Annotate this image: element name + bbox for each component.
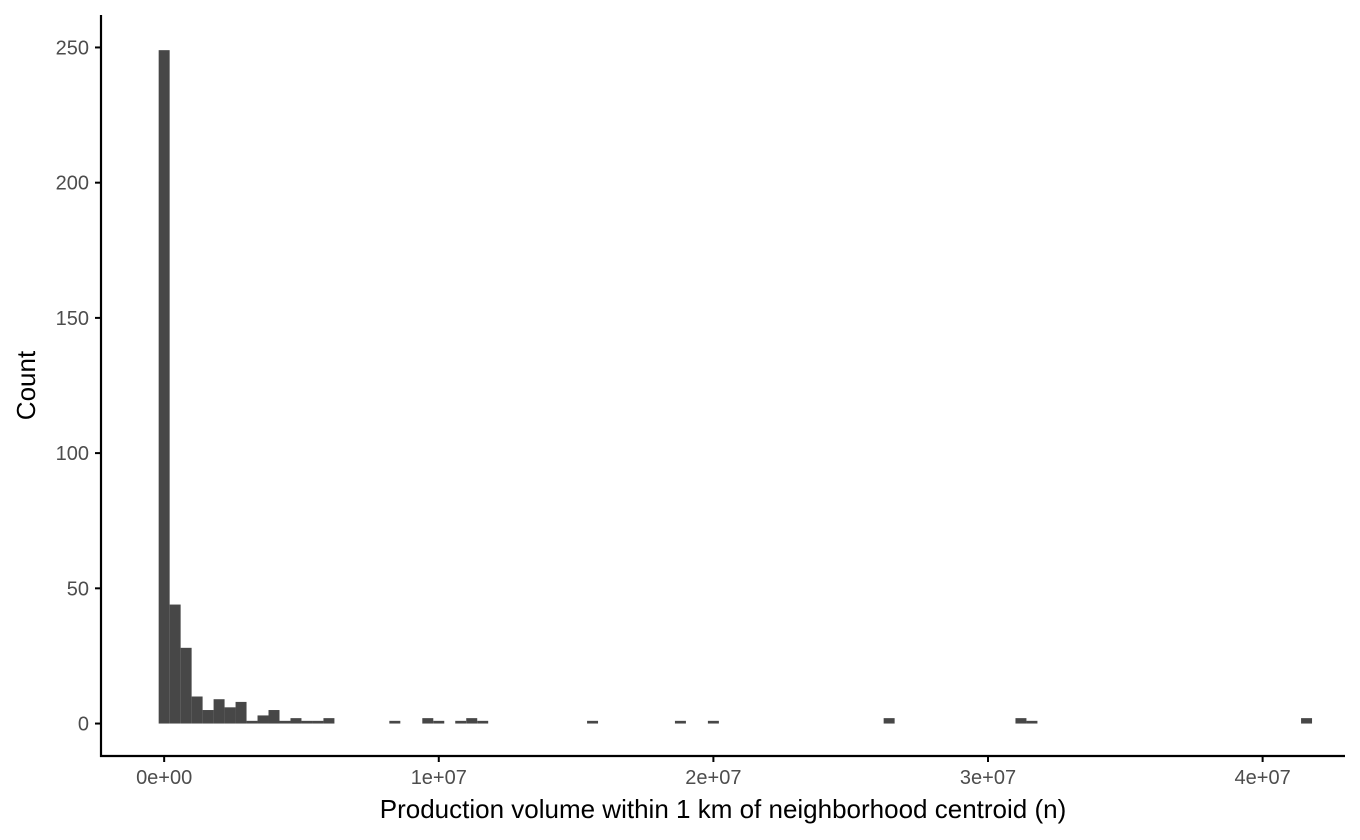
y-tick-label: 200 (56, 173, 89, 195)
histogram-bar (1015, 718, 1027, 724)
x-tick-label: 2e+07 (685, 767, 741, 789)
y-axis-title: Count (11, 350, 41, 420)
histogram-bar (707, 720, 719, 724)
histogram-bar (169, 604, 181, 724)
histogram-bar (883, 718, 895, 724)
histogram-bar (301, 720, 313, 724)
axes-layer (99, 15, 1345, 758)
histogram-bar (180, 647, 192, 724)
histogram-bar (477, 720, 489, 724)
bars-layer (158, 50, 1313, 724)
histogram-bar (235, 701, 247, 724)
histogram-bar (268, 710, 280, 724)
y-tick-label: 100 (56, 443, 89, 465)
histogram-bar (422, 718, 434, 724)
histogram-bar (1301, 718, 1313, 724)
histogram-bar (587, 720, 599, 724)
y-tick-label: 250 (56, 37, 89, 59)
histogram-bar (246, 720, 258, 724)
x-tick-label: 3e+07 (960, 767, 1016, 789)
histogram-bar (202, 710, 214, 724)
histogram-bar (674, 720, 686, 724)
x-tick-label: 4e+07 (1235, 767, 1291, 789)
x-ticks: 0e+00 1e+07 2e+07 3e+07 4e+07 (136, 756, 1291, 789)
y-tick-label: 0 (78, 714, 89, 736)
histogram-bar (433, 720, 445, 724)
histogram-bar (290, 718, 302, 724)
histogram-bar (312, 720, 324, 724)
histogram-bar (455, 720, 467, 724)
histogram-bar (257, 715, 269, 724)
histogram-bar (213, 699, 225, 724)
histogram-bar (389, 720, 401, 724)
histogram-bar (466, 718, 478, 724)
histogram-bar (191, 696, 203, 724)
y-tick-label: 150 (56, 308, 89, 330)
histogram-bar (279, 720, 291, 724)
x-tick-label: 0e+00 (136, 767, 192, 789)
x-axis-title: Production volume within 1 km of neighbo… (380, 794, 1067, 824)
histogram-bar (158, 50, 170, 724)
histogram-bar (224, 707, 236, 724)
histogram-bar (1026, 720, 1038, 724)
histogram-bar (323, 718, 335, 724)
y-ticks: 0 50 100 150 200 250 (56, 37, 101, 736)
y-tick-label: 50 (67, 578, 89, 600)
x-tick-label: 1e+07 (411, 767, 467, 789)
